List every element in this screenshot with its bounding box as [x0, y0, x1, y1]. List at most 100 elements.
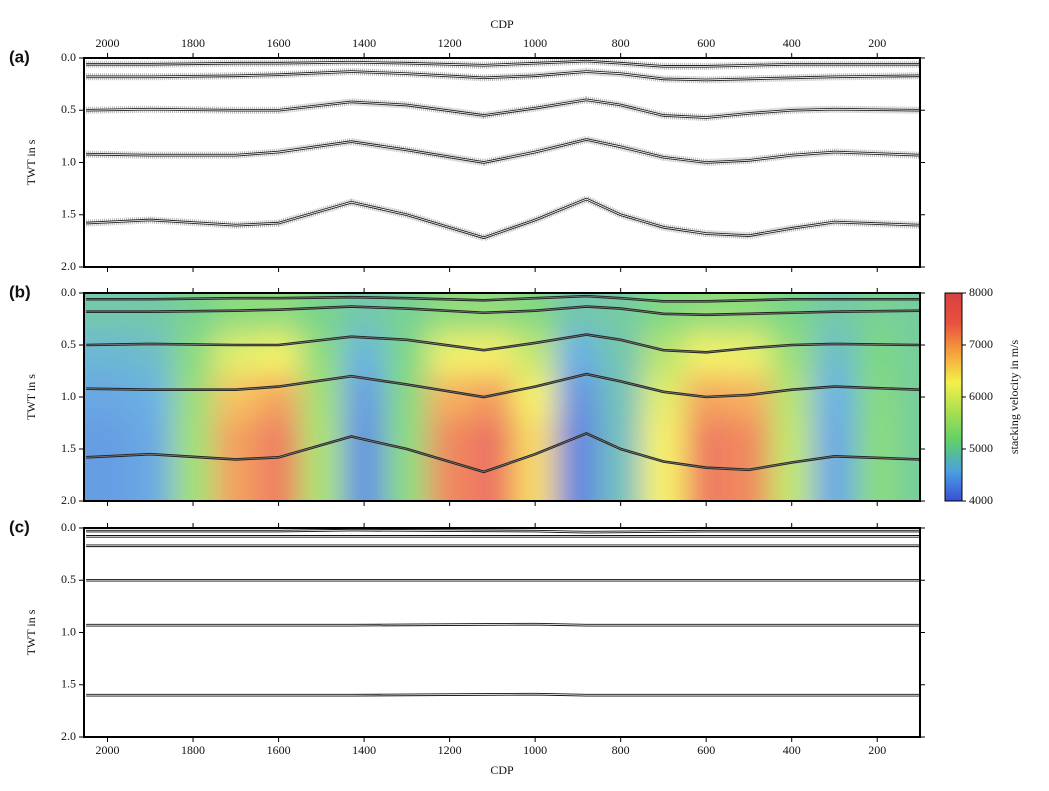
x-axis-label: CDP [490, 763, 514, 777]
velocity-cell [727, 417, 771, 460]
velocity-cell [770, 417, 814, 460]
velocity-cell [727, 334, 771, 377]
horizon-inner [86, 334, 920, 353]
velocity-cell [299, 459, 344, 501]
velocity-cell [813, 417, 857, 460]
velocity-cell [813, 459, 857, 501]
velocity-cell [257, 376, 301, 419]
velocity-cell [257, 293, 301, 336]
velocity-cell [428, 459, 472, 501]
colorbar [944, 292, 963, 502]
velocity-cell [770, 334, 814, 377]
panel-label: (b) [9, 282, 31, 301]
velocity-cell [556, 293, 600, 336]
x-tick-label: 800 [612, 36, 630, 50]
velocity-cell [898, 334, 920, 377]
velocity-cell [813, 376, 857, 419]
y-tick-label: 1.0 [61, 389, 76, 403]
horizon [86, 372, 920, 399]
frame [83, 57, 921, 268]
horizon [86, 431, 920, 474]
plot-area [85, 58, 920, 242]
x-tick-label: 1600 [267, 743, 291, 757]
velocity-cell [342, 459, 386, 501]
velocity-cell [214, 417, 258, 460]
horizon-inner [86, 306, 920, 316]
y-tick-label: 1.0 [61, 154, 76, 168]
velocity-cell [642, 376, 686, 419]
velocity-cell [855, 459, 900, 501]
velocity-cell [855, 334, 900, 377]
velocity-cell [342, 293, 386, 336]
velocity-cell [171, 376, 215, 419]
horizon-inner [86, 99, 920, 118]
horizon-inner [86, 295, 920, 302]
y-tick-label: 2.0 [61, 729, 76, 743]
y-tick-label: 2.0 [61, 259, 76, 273]
horizon-inner [86, 693, 920, 696]
y-tick-label: 1.0 [61, 624, 76, 638]
velocity-cell [84, 459, 130, 501]
colorbar-tick-label: 7000 [969, 337, 993, 351]
plot-area [86, 528, 920, 697]
velocity-cell [813, 334, 857, 377]
velocity-cell [428, 417, 472, 460]
y-axis-label: TWT in s [24, 139, 38, 185]
x-tick-label: 1000 [523, 743, 547, 757]
colorbar-tick-label: 6000 [969, 389, 993, 403]
velocity-cell [428, 334, 472, 377]
velocity-cell [342, 376, 386, 419]
velocity-cell [556, 334, 600, 377]
velocity-cell [898, 417, 920, 460]
horizon [86, 197, 920, 240]
colorbar-tick-label: 5000 [969, 441, 993, 455]
x-tick-label: 800 [612, 743, 630, 757]
velocity-cell [684, 417, 729, 460]
velocity-cell [214, 334, 258, 377]
x-tick-label: 600 [697, 743, 715, 757]
x-tick-label: 1400 [352, 743, 376, 757]
velocity-cell [727, 376, 771, 419]
x-tick-label: 1600 [267, 36, 291, 50]
x-tick-label: 1200 [438, 36, 462, 50]
horizon [86, 305, 920, 317]
velocity-cell [684, 293, 729, 336]
x-tick-label: 400 [783, 743, 801, 757]
x-tick-label: 200 [868, 36, 886, 50]
x-tick-label: 200 [868, 743, 886, 757]
x-tick-label: 2000 [96, 743, 120, 757]
velocity-cell [770, 459, 814, 501]
panel-label: (c) [9, 517, 30, 536]
velocity-cell [898, 459, 920, 501]
velocity-cell [128, 459, 173, 501]
colorbar-label: stacking velocity in m/s [1007, 340, 1021, 455]
x-tick-label: 400 [783, 36, 801, 50]
velocity-cell [214, 376, 258, 419]
x-tick-label: 1800 [181, 36, 205, 50]
x-tick-label: 1800 [181, 743, 205, 757]
velocity-cell [599, 334, 643, 377]
velocity-cell [84, 417, 130, 460]
horizon [86, 333, 920, 354]
x-tick-label: 1000 [523, 36, 547, 50]
velocity-cell [599, 376, 643, 419]
y-tick-label: 0.5 [61, 102, 76, 116]
plot-area [84, 293, 920, 501]
y-tick-label: 0.5 [61, 337, 76, 351]
horizon-inner [86, 432, 920, 473]
velocity-cell [84, 376, 130, 419]
velocity-cell [214, 293, 258, 336]
y-tick-label: 1.5 [61, 207, 76, 221]
y-tick-label: 0.0 [61, 50, 76, 64]
y-tick-label: 1.5 [61, 441, 76, 455]
y-tick-label: 1.5 [61, 677, 76, 691]
horizon-inner [86, 529, 920, 533]
colorbar-tick-label: 8000 [969, 285, 993, 299]
y-tick-label: 0.5 [61, 572, 76, 586]
velocity-cell [299, 293, 344, 336]
horizon-inner [86, 623, 920, 626]
horizon-inner [86, 198, 920, 239]
velocity-cell [128, 417, 173, 460]
